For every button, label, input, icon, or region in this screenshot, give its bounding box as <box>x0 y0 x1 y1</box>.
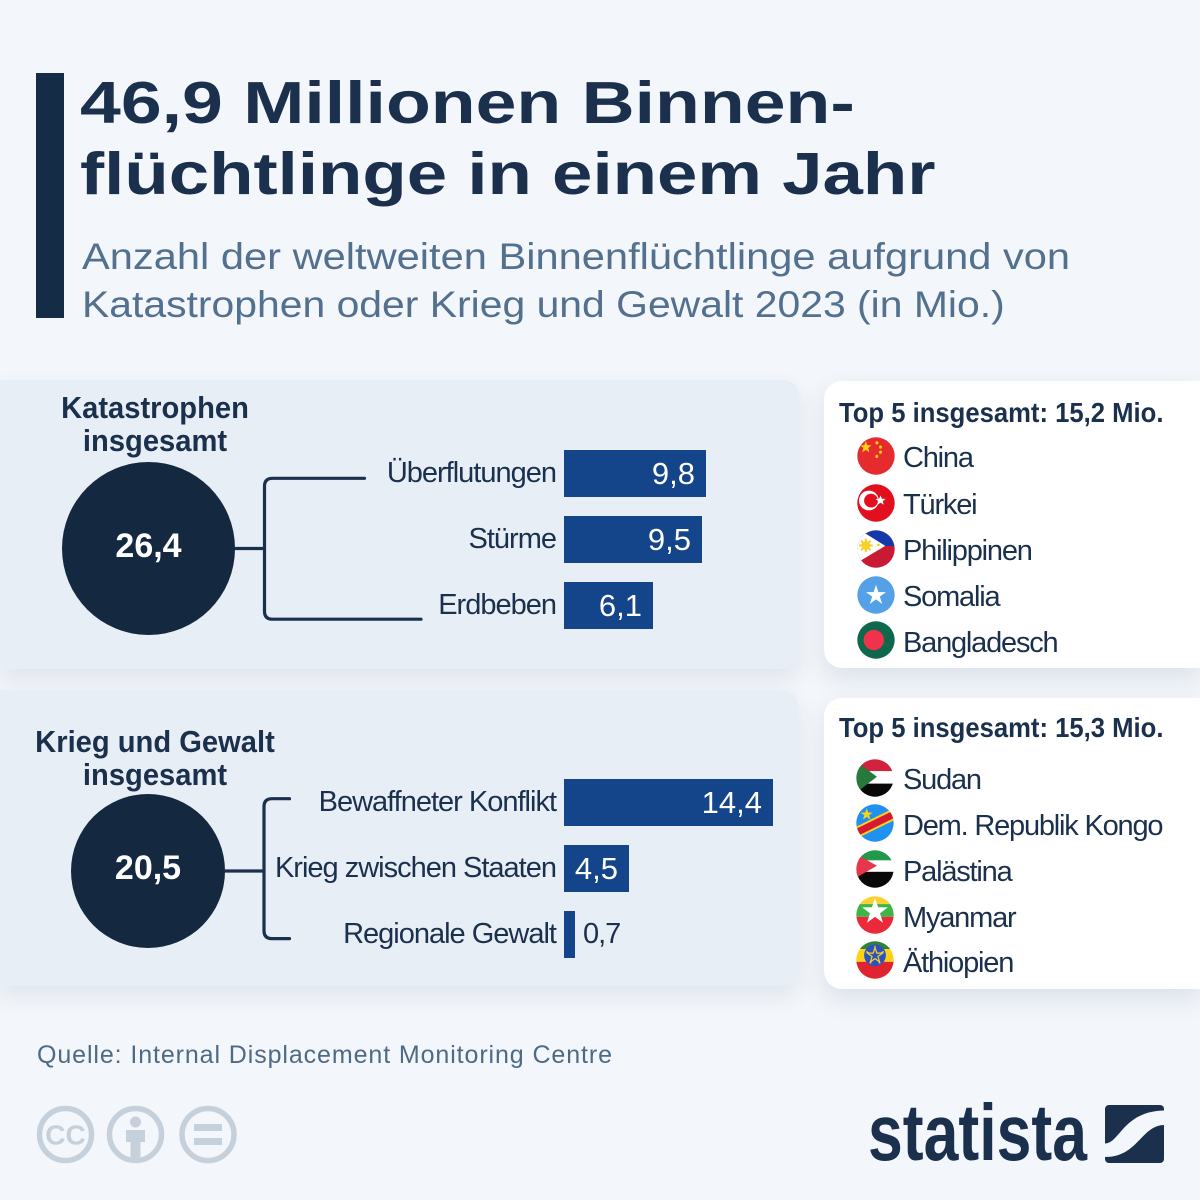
svg-text:statista: statista <box>868 1090 1087 1170</box>
svg-text:CC: CC <box>45 1120 85 1151</box>
